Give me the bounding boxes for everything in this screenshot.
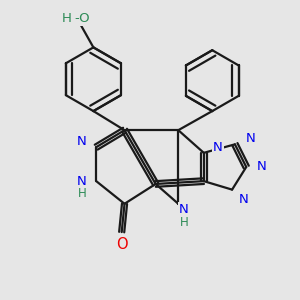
- Text: H: H: [180, 216, 188, 229]
- Text: N: N: [179, 203, 189, 216]
- Text: N: N: [213, 141, 223, 154]
- Text: H: H: [61, 12, 71, 25]
- Text: H: H: [78, 188, 86, 200]
- Text: -O: -O: [74, 12, 90, 25]
- Text: N: N: [257, 160, 267, 173]
- Text: N: N: [246, 132, 255, 145]
- Text: N: N: [77, 175, 87, 188]
- Text: N: N: [238, 193, 248, 206]
- Text: O: O: [116, 237, 127, 252]
- Text: N: N: [77, 135, 87, 148]
